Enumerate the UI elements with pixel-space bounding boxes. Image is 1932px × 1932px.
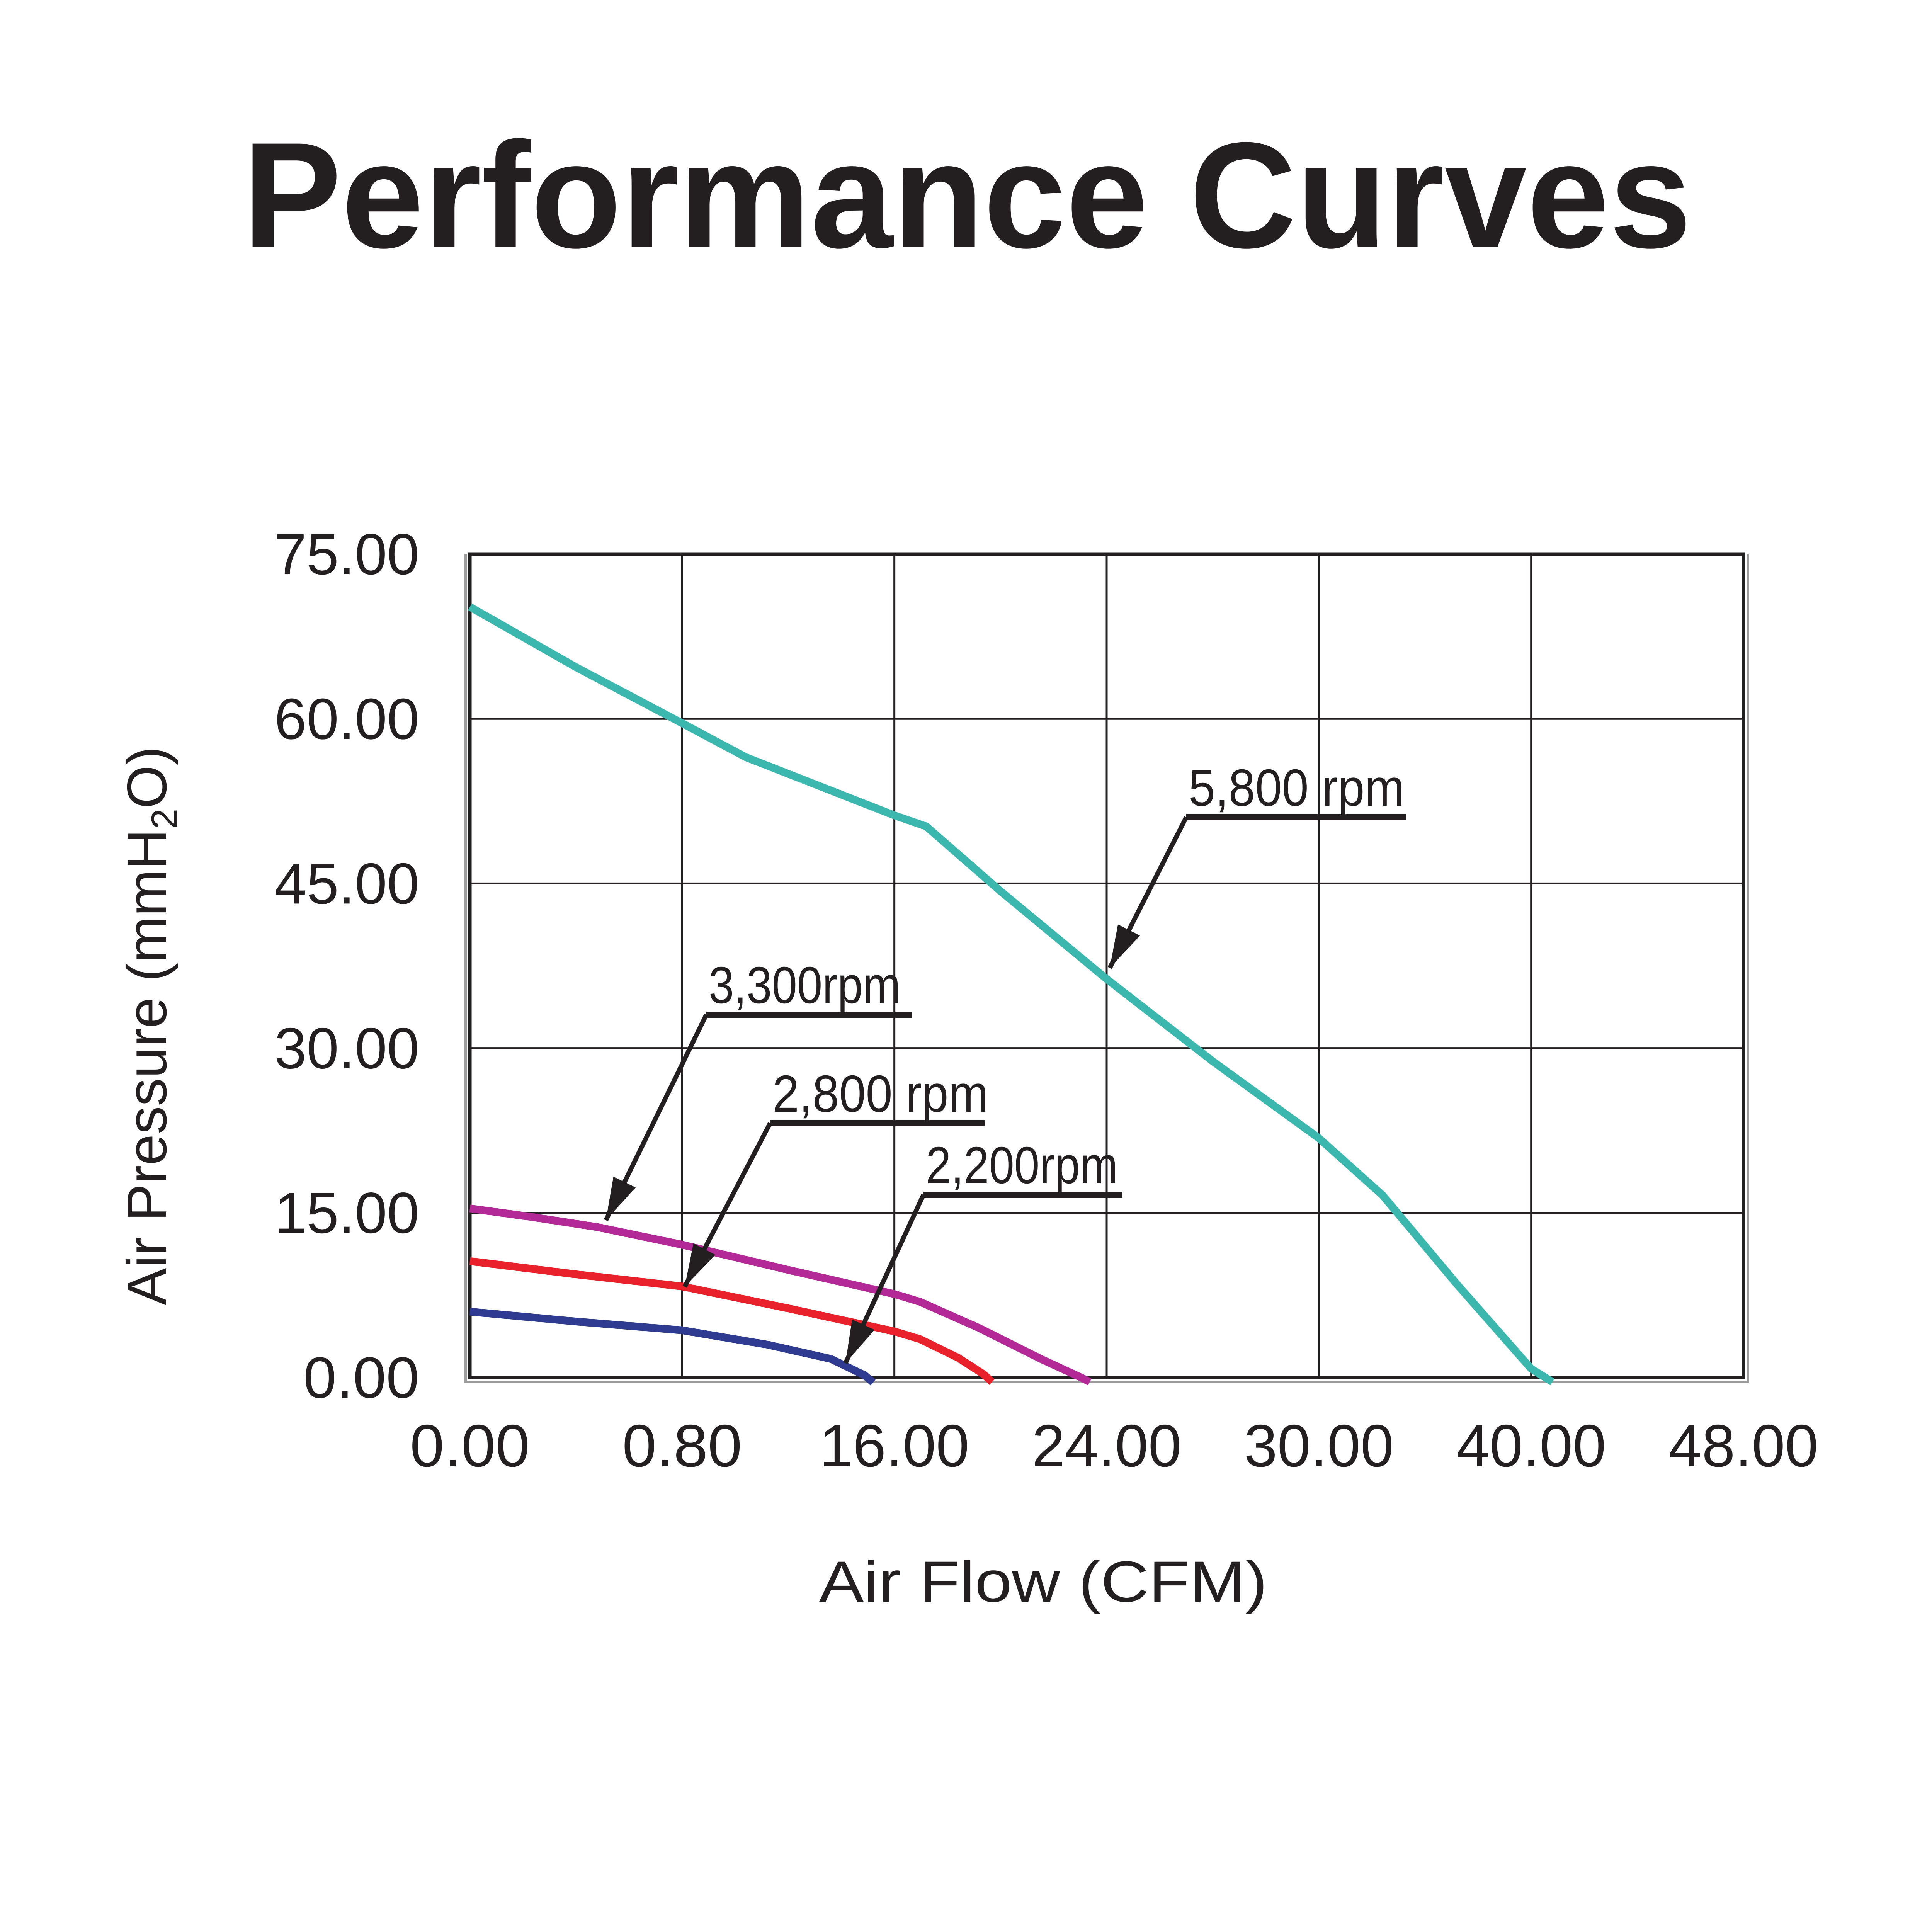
x-axis-title: Air Flow (CFM) bbox=[819, 1549, 1267, 1614]
y-tick-label: 0.00 bbox=[303, 1345, 419, 1410]
plot-border bbox=[468, 552, 1745, 1379]
y-tick-label: 45.00 bbox=[274, 851, 419, 916]
arrowhead-icon bbox=[845, 1319, 875, 1363]
axis-layer bbox=[464, 552, 1749, 1383]
curve-label-2800rpm: 2,800 rpm bbox=[772, 1065, 988, 1123]
x-tick-label: 24.00 bbox=[1032, 1412, 1182, 1479]
y-tick-label: 60.00 bbox=[274, 686, 419, 751]
x-tick-label: 0.80 bbox=[622, 1412, 742, 1479]
annotation-layer: 5,800 rpm 3,300rpm 2,800 rpm 2,200rpm bbox=[604, 759, 1406, 1364]
curve-2200rpm bbox=[469, 1308, 876, 1386]
arrowhead-icon bbox=[1110, 924, 1140, 968]
y-axis-title: Air Pressure (mmH2O) bbox=[116, 747, 185, 1306]
curve-5800rpm bbox=[468, 603, 1554, 1385]
y-tick-label: 30.00 bbox=[274, 1016, 419, 1081]
grid-layer bbox=[470, 554, 1743, 1378]
curve-label-3300rpm: 3,300rpm bbox=[709, 956, 901, 1014]
x-tick-label: 40.00 bbox=[1456, 1412, 1606, 1479]
tick-layer: 75.00 60.00 45.00 30.00 15.00 0.000.00 0.80 16.… bbox=[274, 522, 1818, 1479]
curve-label-5800rpm: 5,800 rpm bbox=[1189, 759, 1405, 817]
x-tick-label: 30.00 bbox=[1244, 1412, 1394, 1479]
y-tick-label: 75.00 bbox=[274, 522, 419, 587]
curve-2800rpm bbox=[469, 1257, 995, 1385]
page-title: Performance Curves bbox=[243, 111, 1692, 279]
x-tick-label: 0.00 bbox=[410, 1412, 530, 1479]
x-tick-label: 16.00 bbox=[820, 1412, 969, 1479]
plot-border-shadow bbox=[464, 554, 1749, 1383]
arrowhead-icon bbox=[606, 1177, 636, 1220]
x-tick-label: 48.00 bbox=[1668, 1412, 1818, 1479]
arrowhead-icon bbox=[685, 1243, 716, 1287]
curve-label-2200rpm: 2,200rpm bbox=[926, 1136, 1118, 1194]
curve-layer bbox=[468, 603, 1554, 1386]
curve-3300rpm bbox=[469, 1204, 1092, 1386]
y-tick-label: 15.00 bbox=[274, 1180, 419, 1245]
